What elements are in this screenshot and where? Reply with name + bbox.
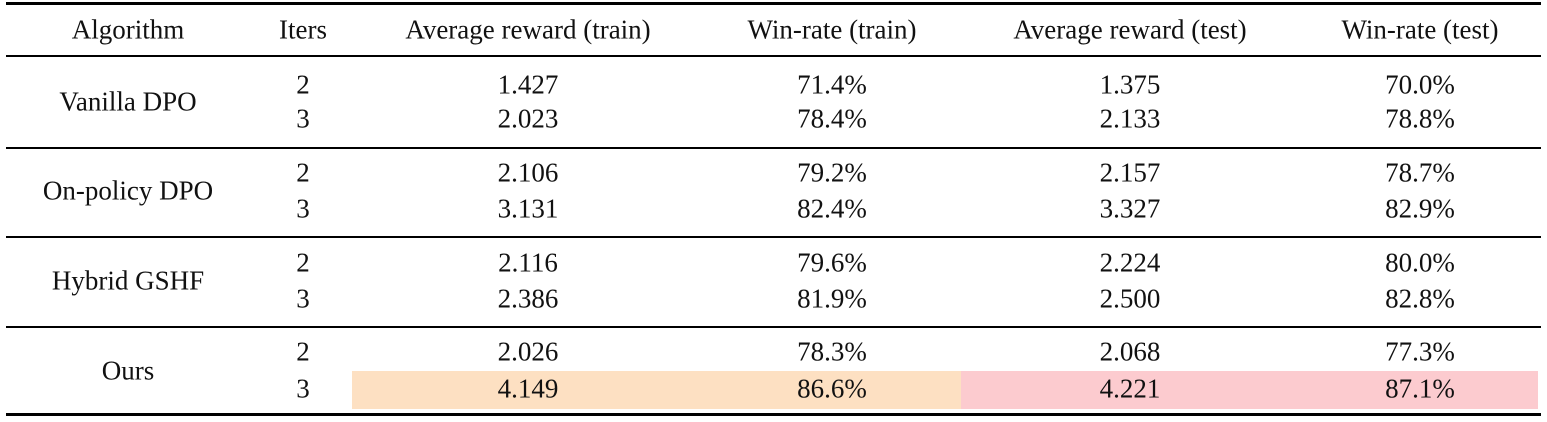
highlight-test <box>961 371 1538 409</box>
group-rule <box>6 326 1541 328</box>
value-cell: 2.106 <box>497 157 559 188</box>
highlight-train <box>352 371 961 409</box>
value-cell: 71.4% <box>797 69 867 100</box>
value-cell: 77.3% <box>1385 336 1455 367</box>
value-cell: 2.224 <box>1099 247 1161 278</box>
group-rule <box>6 147 1541 149</box>
value-cell: 78.8% <box>1385 103 1455 134</box>
iters-cell: 2 <box>296 157 310 188</box>
value-cell: 82.9% <box>1385 193 1455 224</box>
value-cell: 4.149 <box>497 373 559 404</box>
header-cell: Average reward (test) <box>1013 14 1247 45</box>
header-cell: Win-rate (train) <box>747 14 917 45</box>
top-rule <box>6 2 1541 5</box>
value-cell: 2.157 <box>1099 157 1161 188</box>
value-cell: 1.375 <box>1099 69 1161 100</box>
value-cell: 2.386 <box>497 283 559 314</box>
value-cell: 2.026 <box>497 336 559 367</box>
value-cell: 2.133 <box>1099 103 1161 134</box>
value-cell: 79.6% <box>797 247 867 278</box>
iters-cell: 2 <box>296 69 310 100</box>
algorithm-name: Vanilla DPO <box>59 86 197 117</box>
value-cell: 82.8% <box>1385 283 1455 314</box>
header-cell: Algorithm <box>71 14 185 45</box>
group-rule <box>6 236 1541 238</box>
iters-cell: 3 <box>296 373 310 404</box>
value-cell: 79.2% <box>797 157 867 188</box>
header-rule <box>6 55 1541 57</box>
iters-cell: 2 <box>296 247 310 278</box>
value-cell: 3.131 <box>497 193 559 224</box>
value-cell: 4.221 <box>1099 373 1161 404</box>
iters-cell: 3 <box>296 193 310 224</box>
value-cell: 3.327 <box>1099 193 1161 224</box>
value-cell: 80.0% <box>1385 247 1455 278</box>
value-cell: 78.3% <box>797 336 867 367</box>
value-cell: 2.023 <box>497 103 559 134</box>
bottom-rule <box>6 413 1541 416</box>
header-cell: Average reward (train) <box>405 14 651 45</box>
iters-cell: 2 <box>296 336 310 367</box>
value-cell: 1.427 <box>497 69 559 100</box>
value-cell: 87.1% <box>1385 373 1455 404</box>
value-cell: 82.4% <box>797 193 867 224</box>
algorithm-name: On-policy DPO <box>42 175 214 206</box>
value-cell: 70.0% <box>1385 69 1455 100</box>
header-cell: Win-rate (test) <box>1341 14 1499 45</box>
value-cell: 78.4% <box>797 103 867 134</box>
iters-cell: 3 <box>296 103 310 134</box>
algorithm-name: Ours <box>101 355 155 385</box>
value-cell: 2.116 <box>498 247 558 278</box>
algorithm-name: Hybrid GSHF <box>51 265 205 296</box>
value-cell: 2.500 <box>1099 283 1161 314</box>
value-cell: 86.6% <box>797 373 867 404</box>
value-cell: 78.7% <box>1385 157 1455 188</box>
header-cell: Iters <box>279 14 327 45</box>
value-cell: 81.9% <box>797 283 867 314</box>
value-cell: 2.068 <box>1099 336 1161 367</box>
iters-cell: 3 <box>296 283 310 314</box>
